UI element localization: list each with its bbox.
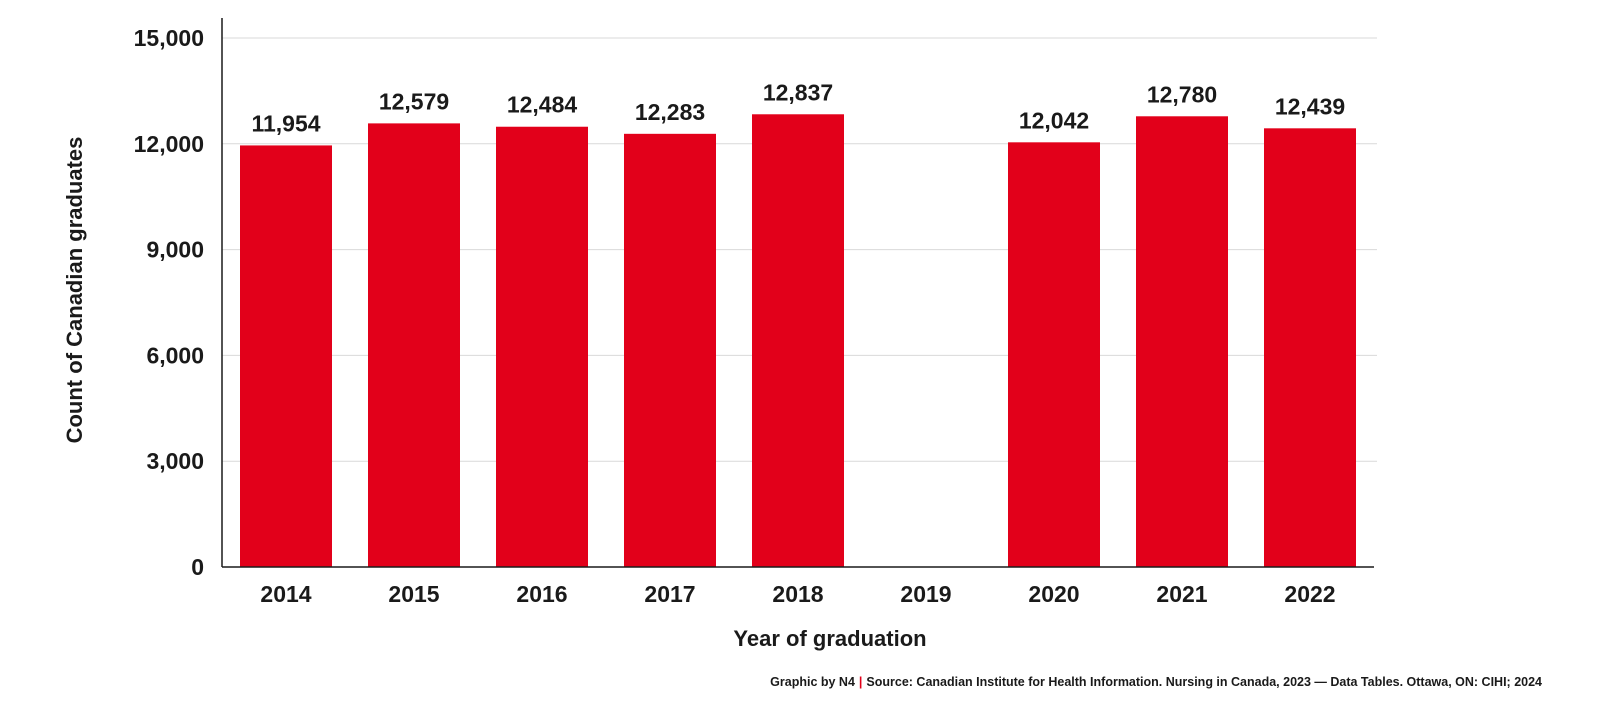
bar-2016	[496, 126, 588, 568]
x-axis-title: Year of graduation	[733, 626, 926, 651]
data-label-2014: 11,954	[251, 110, 320, 136]
bar-2022	[1264, 128, 1356, 567]
x-tick-label-2016: 2016	[516, 581, 567, 607]
data-label-2020: 12,042	[1019, 107, 1089, 133]
bars	[240, 114, 1356, 568]
data-label-2017: 12,283	[635, 99, 705, 125]
source-note: Graphic by N4 | Source: Canadian Institute…	[770, 675, 1542, 689]
bar-2021	[1136, 116, 1228, 568]
bar-2015	[368, 123, 460, 567]
x-tick-label-2014: 2014	[260, 581, 311, 607]
y-tick-label: 3,000	[146, 448, 204, 474]
data-label-2016: 12,484	[507, 92, 578, 118]
x-tick-label-2020: 2020	[1028, 581, 1079, 607]
y-tick-label: 9,000	[146, 237, 204, 263]
data-labels: 11,954 12,579 12,484 12,283 12,837 12,042 12,7…	[251, 79, 1345, 136]
y-tick-label: 6,000	[146, 342, 204, 368]
data-label-2018: 12,837	[763, 79, 833, 105]
bar-2014	[240, 145, 332, 567]
y-tick-label: 0	[191, 554, 204, 580]
y-tick-label: 15,000	[134, 25, 204, 51]
bar-2020	[1008, 142, 1100, 568]
source-citation: Source: Canadian Institute for Health In…	[866, 675, 1542, 689]
y-axis-title: Count of Canadian graduates	[62, 137, 87, 444]
x-tick-label-2015: 2015	[388, 581, 439, 607]
x-tick-label-2017: 2017	[644, 581, 695, 607]
axes: 0 3,000 6,000 9,000 12,000 15,000 2014 2015 2016…	[134, 18, 1374, 607]
x-tick-label-2021: 2021	[1156, 581, 1207, 607]
x-tick-label-2019: 2019	[900, 581, 951, 607]
data-label-2021: 12,780	[1147, 81, 1217, 107]
bar-2017	[624, 133, 716, 568]
graphic-credit: Graphic by N4	[770, 675, 855, 689]
y-tick-label: 12,000	[134, 131, 204, 157]
data-label-2015: 12,579	[379, 88, 449, 114]
x-tick-label-2022: 2022	[1284, 581, 1335, 607]
source-separator: |	[858, 675, 863, 689]
x-tick-label-2018: 2018	[772, 581, 823, 607]
bar-2018	[752, 114, 844, 567]
data-label-2022: 12,439	[1275, 93, 1345, 119]
